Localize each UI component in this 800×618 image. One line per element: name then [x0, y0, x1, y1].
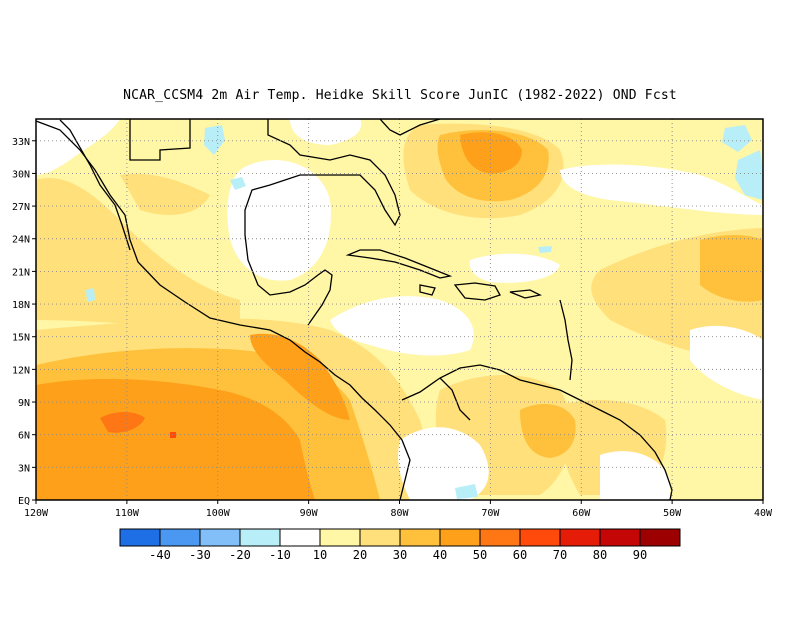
colorbar-label: 40 [433, 548, 447, 562]
colorbar-label: -40 [149, 548, 171, 562]
lon-tick-label: 50W [663, 508, 682, 519]
colorbar-label: 70 [553, 548, 567, 562]
colorbar-bin [199, 528, 241, 547]
colorbar-label: 50 [473, 548, 487, 562]
lon-tick-label: 80W [390, 508, 409, 519]
lon-tick-label: 90W [300, 508, 319, 519]
map-title: NCAR_CCSM4 2m Air Temp. Heidke Skill Sco… [123, 88, 677, 103]
axis-ticks: 120W 110W 100W 90W 80W 70W 60W 50W 40W EQ 3N 6N 9N 12… [12, 137, 773, 519]
colorbar-label: 80 [593, 548, 607, 562]
lat-tick-label: 9N [18, 398, 30, 409]
colorbar-bin [359, 528, 401, 547]
lat-tick-label: 15N [12, 333, 30, 344]
colorbar-bin [559, 528, 601, 547]
lat-tick-label: 21N [12, 267, 30, 278]
lon-tick-label: 70W [481, 508, 500, 519]
lon-tick-label: 110W [115, 508, 140, 519]
colorbar-label: 60 [513, 548, 527, 562]
colorbar-label: -20 [229, 548, 251, 562]
colorbar-bin [439, 528, 481, 547]
coastlines [36, 119, 673, 500]
colorbar-bin [479, 528, 521, 547]
colorbar-bin [639, 528, 681, 547]
lon-tick-label: 120W [24, 508, 49, 519]
colorbar-label: 90 [633, 548, 647, 562]
lat-tick-label: 33N [12, 137, 30, 148]
lat-tick-label: 24N [12, 235, 30, 246]
lat-tick-label: 27N [12, 202, 30, 213]
lat-tick-label: EQ [18, 496, 30, 507]
lon-tick-label: 40W [754, 508, 773, 519]
lon-tick-label: 60W [572, 508, 591, 519]
colorbar-label: 10 [313, 548, 327, 562]
lat-tick-label: 12N [12, 365, 30, 376]
colorbar-bin [519, 528, 561, 547]
lat-tick-label: 18N [12, 300, 30, 311]
colorbar: -40 -30 -20 -10 10 20 30 40 50 60 70 80 90 [119, 528, 681, 562]
colorbar-bin [239, 528, 281, 547]
skill-score-field [36, 119, 763, 500]
colorbar-bin [159, 528, 201, 547]
colorbar-label: -10 [269, 548, 291, 562]
colorbar-bin [279, 528, 321, 547]
lon-tick-label: 100W [206, 508, 231, 519]
lat-tick-label: 30N [12, 169, 30, 180]
colorbar-bin [319, 528, 361, 547]
colorbar-bin [119, 528, 161, 547]
lat-tick-label: 3N [18, 463, 30, 474]
colorbar-label: 30 [393, 548, 407, 562]
colorbar-label: -30 [189, 548, 211, 562]
colorbar-bin [599, 528, 641, 547]
lat-tick-label: 6N [18, 431, 30, 442]
colorbar-label: 20 [353, 548, 367, 562]
colorbar-bin [399, 528, 441, 547]
